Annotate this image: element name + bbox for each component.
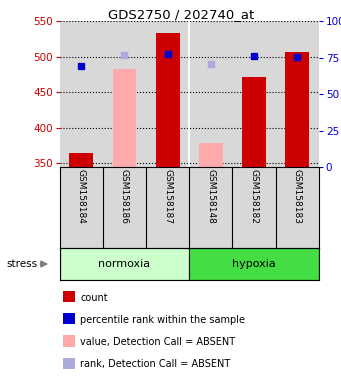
Text: count: count: [80, 293, 108, 303]
Text: normoxia: normoxia: [99, 259, 150, 269]
Bar: [199, 143, 223, 167]
Text: GSM158183: GSM158183: [293, 169, 302, 225]
Bar: [113, 69, 136, 167]
Text: stress: stress: [7, 259, 38, 269]
Bar: [69, 153, 93, 167]
Bar: [285, 52, 309, 167]
Text: value, Detection Call = ABSENT: value, Detection Call = ABSENT: [80, 337, 235, 347]
Text: GDS2750 / 202740_at: GDS2750 / 202740_at: [108, 8, 254, 22]
Text: GSM158184: GSM158184: [77, 169, 86, 224]
Text: GSM158186: GSM158186: [120, 169, 129, 225]
Bar: [60, 248, 189, 280]
Text: percentile rank within the sample: percentile rank within the sample: [80, 315, 245, 325]
Bar: [156, 33, 179, 167]
Text: GSM158187: GSM158187: [163, 169, 172, 225]
Bar: [242, 77, 266, 167]
Text: GSM158182: GSM158182: [250, 169, 258, 224]
Text: GSM158148: GSM158148: [206, 169, 216, 224]
Bar: [189, 248, 319, 280]
Text: hypoxia: hypoxia: [232, 259, 276, 269]
Text: rank, Detection Call = ABSENT: rank, Detection Call = ABSENT: [80, 359, 231, 369]
